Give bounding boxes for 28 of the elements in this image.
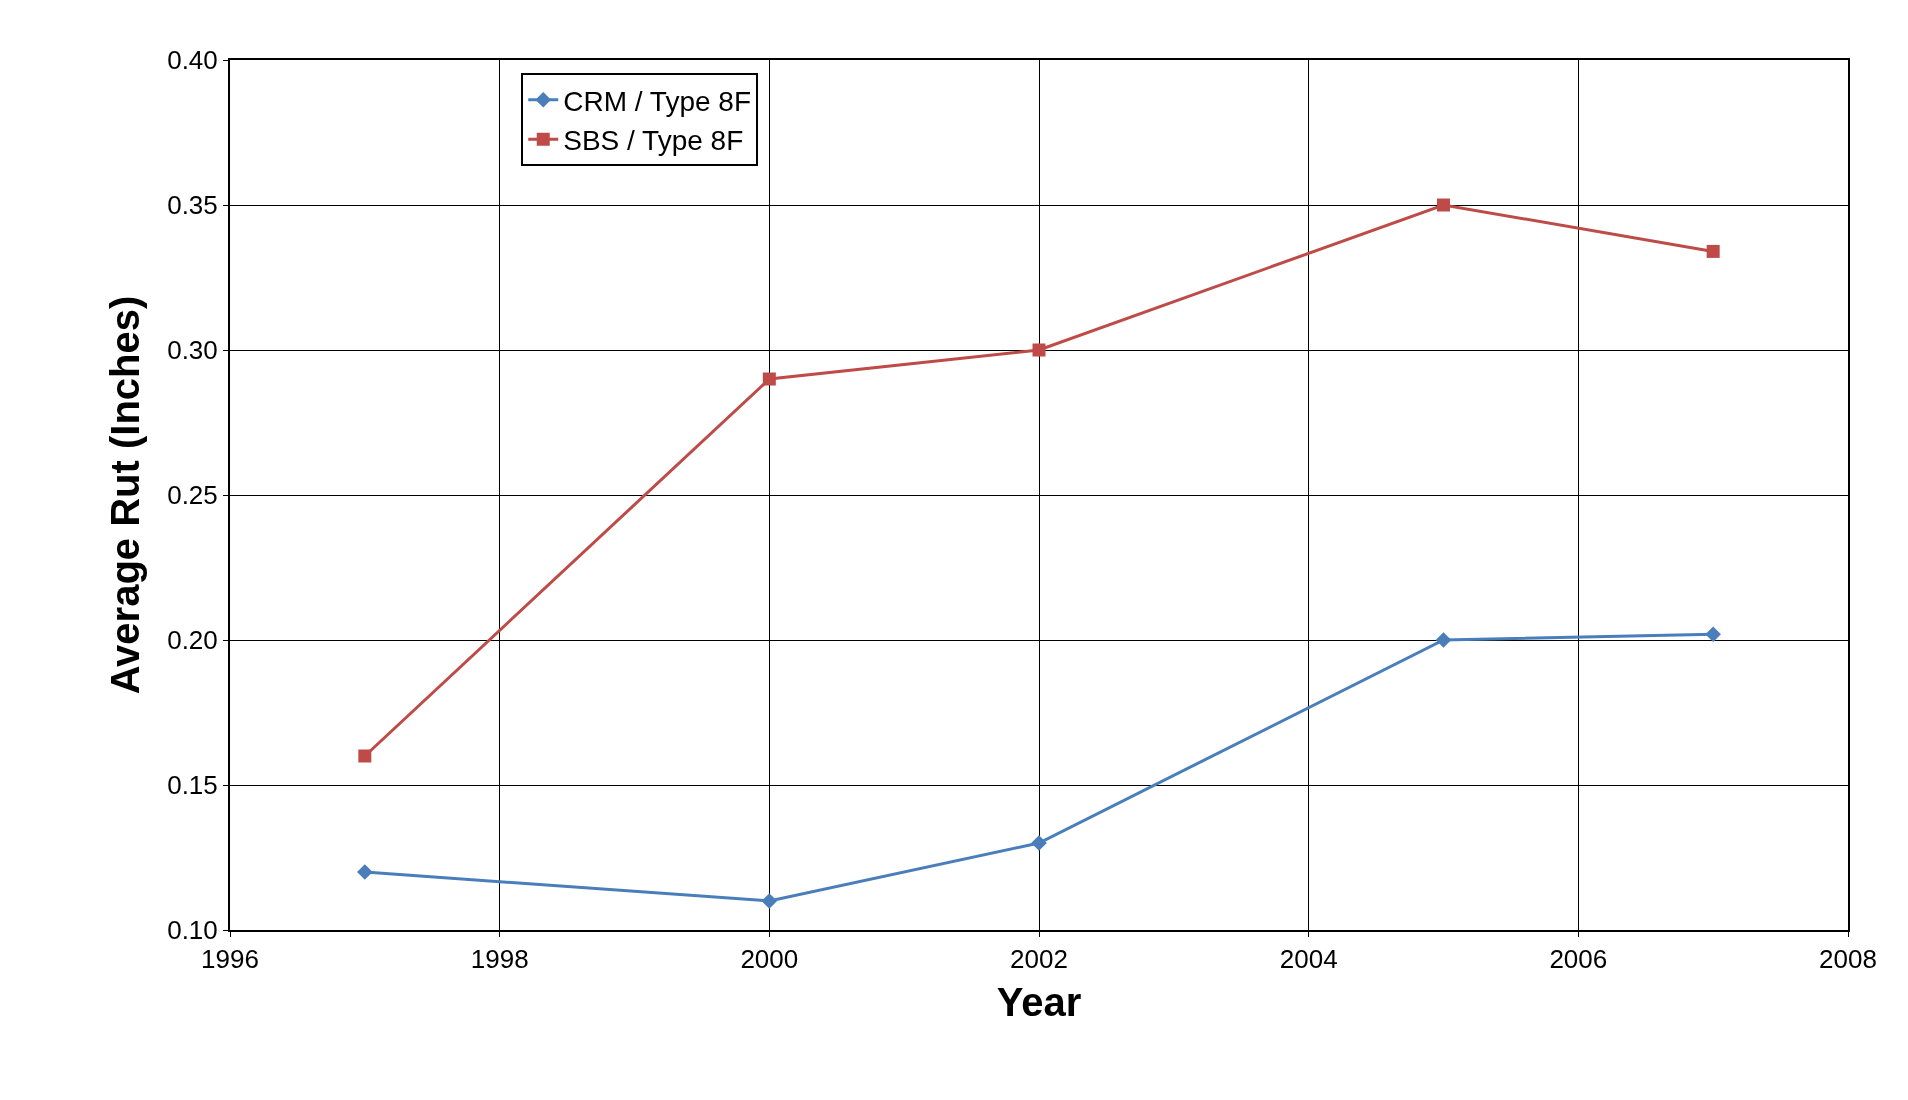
point <box>762 372 776 386</box>
point <box>761 893 778 909</box>
y-axis-title: Average Rut (Inches) <box>103 295 148 695</box>
x-tick-label: 2002 <box>1010 944 1068 975</box>
y-tick-label: 0.25 <box>167 480 218 511</box>
point <box>1031 835 1047 851</box>
x-axis-title: Year <box>996 980 1082 1025</box>
y-tick-label: 0.10 <box>167 915 218 946</box>
point <box>1706 244 1720 258</box>
point <box>1032 343 1046 357</box>
y-tick-label: 0.35 <box>167 190 218 221</box>
x-tick-label: 2006 <box>1549 944 1608 975</box>
x-tick-label: 1996 <box>201 944 259 975</box>
point <box>358 749 372 763</box>
x-tick-label: 2000 <box>740 944 799 975</box>
point <box>1435 632 1452 648</box>
x-tick-label: 1998 <box>470 944 529 975</box>
y-tick-label: 0.20 <box>167 625 218 656</box>
y-tick-label: 0.15 <box>167 770 218 801</box>
x-tick-label: 2004 <box>1279 944 1338 975</box>
legend-label: CRM / Type 8F <box>563 85 752 117</box>
point <box>357 864 373 880</box>
x-tick-label: 2008 <box>1819 944 1877 975</box>
point <box>1705 626 1721 642</box>
legend-label: SBS / Type 8F <box>563 125 744 157</box>
y-tick-label: 0.40 <box>167 45 218 76</box>
y-tick-label: 0.30 <box>167 335 218 366</box>
point <box>1437 198 1450 212</box>
